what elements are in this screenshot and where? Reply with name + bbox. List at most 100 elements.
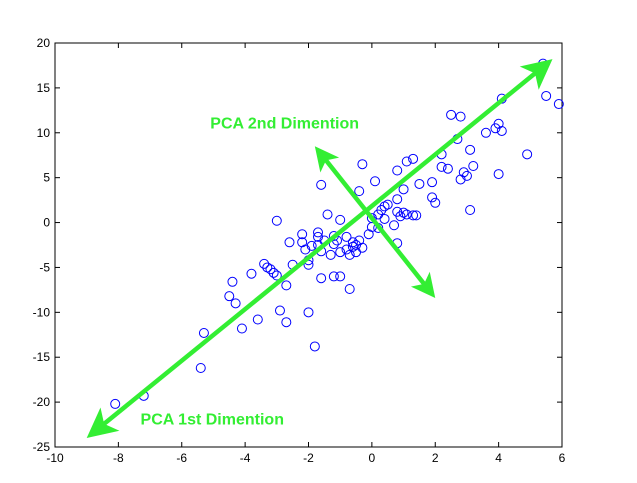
y-tick-label: 20 [37, 36, 51, 50]
y-tick-label: -5 [39, 260, 50, 274]
data-point [427, 177, 438, 188]
y-tick-label: -10 [33, 305, 51, 319]
data-point [309, 341, 320, 352]
y-tick-label: -25 [33, 440, 51, 454]
data-point [297, 229, 308, 240]
data-point [398, 207, 409, 218]
data-point [313, 231, 324, 242]
data-point [195, 362, 206, 373]
data-point [341, 231, 352, 242]
data-point [392, 165, 403, 176]
data-point [455, 111, 466, 122]
arrowhead [314, 146, 340, 173]
pca-2nd-arrow [314, 146, 436, 298]
y-tick-label: -20 [33, 395, 51, 409]
data-point [398, 184, 409, 195]
data-point [246, 268, 257, 279]
data-point [265, 264, 276, 275]
x-tick-label: -8 [113, 451, 124, 465]
data-point [354, 235, 365, 246]
data-point [357, 159, 368, 170]
data-point [363, 229, 374, 240]
data-point [347, 241, 358, 252]
data-point [281, 317, 292, 328]
data-point [370, 176, 381, 187]
data-point [230, 298, 241, 309]
data-point [303, 307, 314, 318]
data-point [392, 194, 403, 205]
data-point [465, 144, 476, 155]
data-point [300, 244, 311, 255]
data-point [458, 167, 469, 178]
data-point [354, 186, 365, 197]
data-point [395, 211, 406, 222]
x-tick-label: -4 [240, 451, 251, 465]
axes-box [54, 42, 563, 448]
data-point [461, 170, 472, 181]
data-point [110, 398, 121, 409]
data-point [446, 109, 457, 120]
data-point [335, 247, 346, 258]
y-tick-label: 0 [43, 216, 50, 230]
data-point [401, 209, 412, 220]
data-point [408, 153, 419, 164]
arrow-shaft [323, 158, 427, 287]
data-point [553, 99, 564, 110]
data-point [224, 291, 235, 302]
data-point [468, 160, 479, 171]
x-tick-label: 2 [432, 451, 439, 465]
data-point [325, 249, 336, 260]
data-point [271, 215, 282, 226]
arrowhead [410, 271, 436, 298]
data-point [379, 201, 390, 212]
data-point [341, 244, 352, 255]
data-point [259, 258, 270, 269]
data-point [414, 178, 425, 189]
data-point [335, 214, 346, 225]
data-point [382, 199, 393, 210]
data-point [408, 210, 419, 221]
x-tick-label: 4 [495, 451, 502, 465]
data-point [411, 210, 422, 221]
data-point [252, 314, 263, 325]
data-point [344, 283, 355, 294]
arrow-shaft [101, 70, 538, 427]
x-tick-label: -6 [176, 451, 187, 465]
data-point [313, 227, 324, 238]
data-point [306, 240, 317, 251]
y-tick-label: 15 [37, 81, 51, 95]
data-point [335, 271, 346, 282]
x-tick-label: 0 [369, 451, 376, 465]
data-point [442, 163, 453, 174]
data-point [366, 213, 377, 224]
x-tick-label: -10 [46, 451, 64, 465]
data-point [401, 156, 412, 167]
data-point [493, 118, 504, 129]
data-point [480, 127, 491, 138]
data-point [262, 262, 273, 273]
data-point [379, 213, 390, 224]
y-tick-label: -15 [33, 350, 51, 364]
pca-1st-arrow [86, 59, 553, 439]
data-point [198, 327, 209, 338]
y-tick-label: 5 [43, 171, 50, 185]
data-point [541, 90, 552, 101]
data-point [496, 125, 507, 136]
data-point [493, 169, 504, 180]
data-point [274, 305, 285, 316]
data-point [297, 237, 308, 248]
data-point [284, 237, 295, 248]
arrowhead [86, 407, 120, 439]
data-point [436, 161, 447, 172]
x-tick-label: 6 [559, 451, 566, 465]
data-point [455, 174, 466, 185]
data-point [322, 209, 333, 220]
x-tick-label: -2 [303, 451, 314, 465]
data-point [227, 276, 238, 287]
data-point [427, 192, 438, 203]
arrowhead [519, 59, 553, 90]
data-point [236, 323, 247, 334]
data-point [357, 242, 368, 253]
pca-1st-label: PCA 1st Dimention [141, 412, 284, 429]
